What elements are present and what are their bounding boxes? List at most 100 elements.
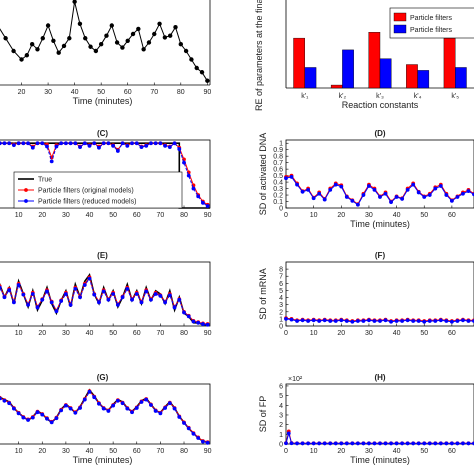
data-point	[83, 36, 88, 41]
data-point	[87, 389, 92, 394]
panel-label-f: (F)	[375, 251, 386, 260]
data-point	[427, 193, 432, 197]
series-line-reduced	[0, 142, 208, 207]
data-point	[311, 318, 316, 323]
x-tick-label: 40	[393, 448, 401, 455]
x-tick-label: 70	[156, 330, 164, 337]
data-point	[115, 398, 120, 403]
legend-label: True	[38, 177, 52, 184]
data-point	[73, 286, 78, 291]
bar-blue-4	[417, 70, 430, 89]
data-point	[182, 421, 186, 425]
series-line-data	[0, 1, 208, 82]
x-tick-label: 40	[393, 330, 401, 337]
data-point	[172, 406, 177, 411]
data-point	[389, 200, 393, 205]
data-point	[149, 141, 153, 146]
x-tick-label: 0	[284, 448, 288, 455]
plot-frame	[285, 139, 474, 209]
data-point	[63, 141, 68, 146]
legend-marker	[24, 188, 28, 192]
data-point	[311, 196, 316, 201]
data-point	[3, 36, 8, 41]
data-point	[284, 316, 288, 321]
data-point	[186, 426, 191, 431]
data-point	[177, 297, 182, 302]
data-point	[45, 23, 51, 28]
data-point	[2, 398, 7, 403]
data-point	[120, 45, 125, 50]
data-point	[21, 292, 26, 297]
data-point	[295, 319, 299, 323]
data-point	[289, 175, 294, 179]
data-point	[199, 70, 205, 75]
data-point	[167, 401, 172, 406]
data-point	[134, 406, 139, 410]
y-tick-label: 8	[279, 267, 283, 274]
x-tick-label: 90	[204, 448, 212, 455]
data-point	[186, 314, 191, 319]
data-point	[2, 141, 7, 146]
data-point	[367, 441, 371, 446]
data-point	[26, 418, 30, 422]
data-point	[378, 319, 382, 323]
data-point	[416, 190, 421, 195]
y-tick-label: 1	[279, 141, 283, 148]
data-point	[306, 319, 311, 323]
data-point	[400, 197, 405, 201]
x-tick-label: 20	[337, 448, 345, 455]
x-tick-label: 50	[420, 330, 428, 337]
data-point	[167, 293, 172, 298]
x-tick-label: 40	[86, 448, 94, 455]
data-point	[106, 409, 111, 413]
x-tick-label: 20	[38, 330, 46, 337]
data-point	[322, 318, 327, 323]
data-point	[63, 403, 68, 408]
y-tick-label: 0	[279, 206, 283, 213]
y-tick-label: 2	[279, 422, 283, 429]
x-axis-label: Time (minutes)	[73, 96, 133, 106]
data-point	[0, 285, 2, 290]
data-point	[54, 416, 59, 421]
data-point	[97, 145, 101, 150]
data-point	[7, 288, 12, 293]
data-point	[339, 318, 344, 323]
data-point	[289, 441, 294, 446]
data-point	[311, 441, 316, 446]
data-point	[101, 289, 106, 294]
panel-label-e: (E)	[97, 251, 108, 260]
data-point	[68, 141, 73, 146]
data-point	[422, 195, 427, 199]
data-point	[144, 397, 149, 402]
x-tick-label: 60	[133, 330, 141, 337]
data-point	[205, 440, 210, 445]
data-point	[361, 319, 366, 323]
y-tick-label: 5	[279, 393, 283, 400]
data-point	[29, 42, 35, 47]
data-point	[26, 141, 30, 146]
data-point	[92, 395, 97, 400]
y-tick-label: 6	[279, 281, 283, 288]
x-tick-label: 60	[133, 212, 141, 219]
data-point	[355, 319, 360, 323]
data-point	[82, 141, 87, 146]
data-point	[45, 144, 49, 149]
data-point	[378, 195, 382, 199]
data-point	[40, 412, 45, 417]
data-point	[173, 25, 178, 30]
data-point	[125, 406, 130, 411]
data-point	[295, 441, 299, 446]
data-point	[433, 441, 438, 446]
x-tick-label: 20	[18, 89, 26, 96]
data-point	[16, 411, 21, 416]
data-point	[54, 144, 59, 149]
data-point	[372, 187, 377, 192]
data-point	[400, 319, 405, 323]
x-tick-label: 10	[15, 330, 23, 337]
data-point	[72, 0, 77, 4]
panel-label-d: (D)	[374, 129, 385, 138]
data-point	[167, 33, 173, 38]
data-point	[139, 300, 144, 305]
data-point	[196, 320, 201, 325]
data-point	[63, 292, 68, 296]
